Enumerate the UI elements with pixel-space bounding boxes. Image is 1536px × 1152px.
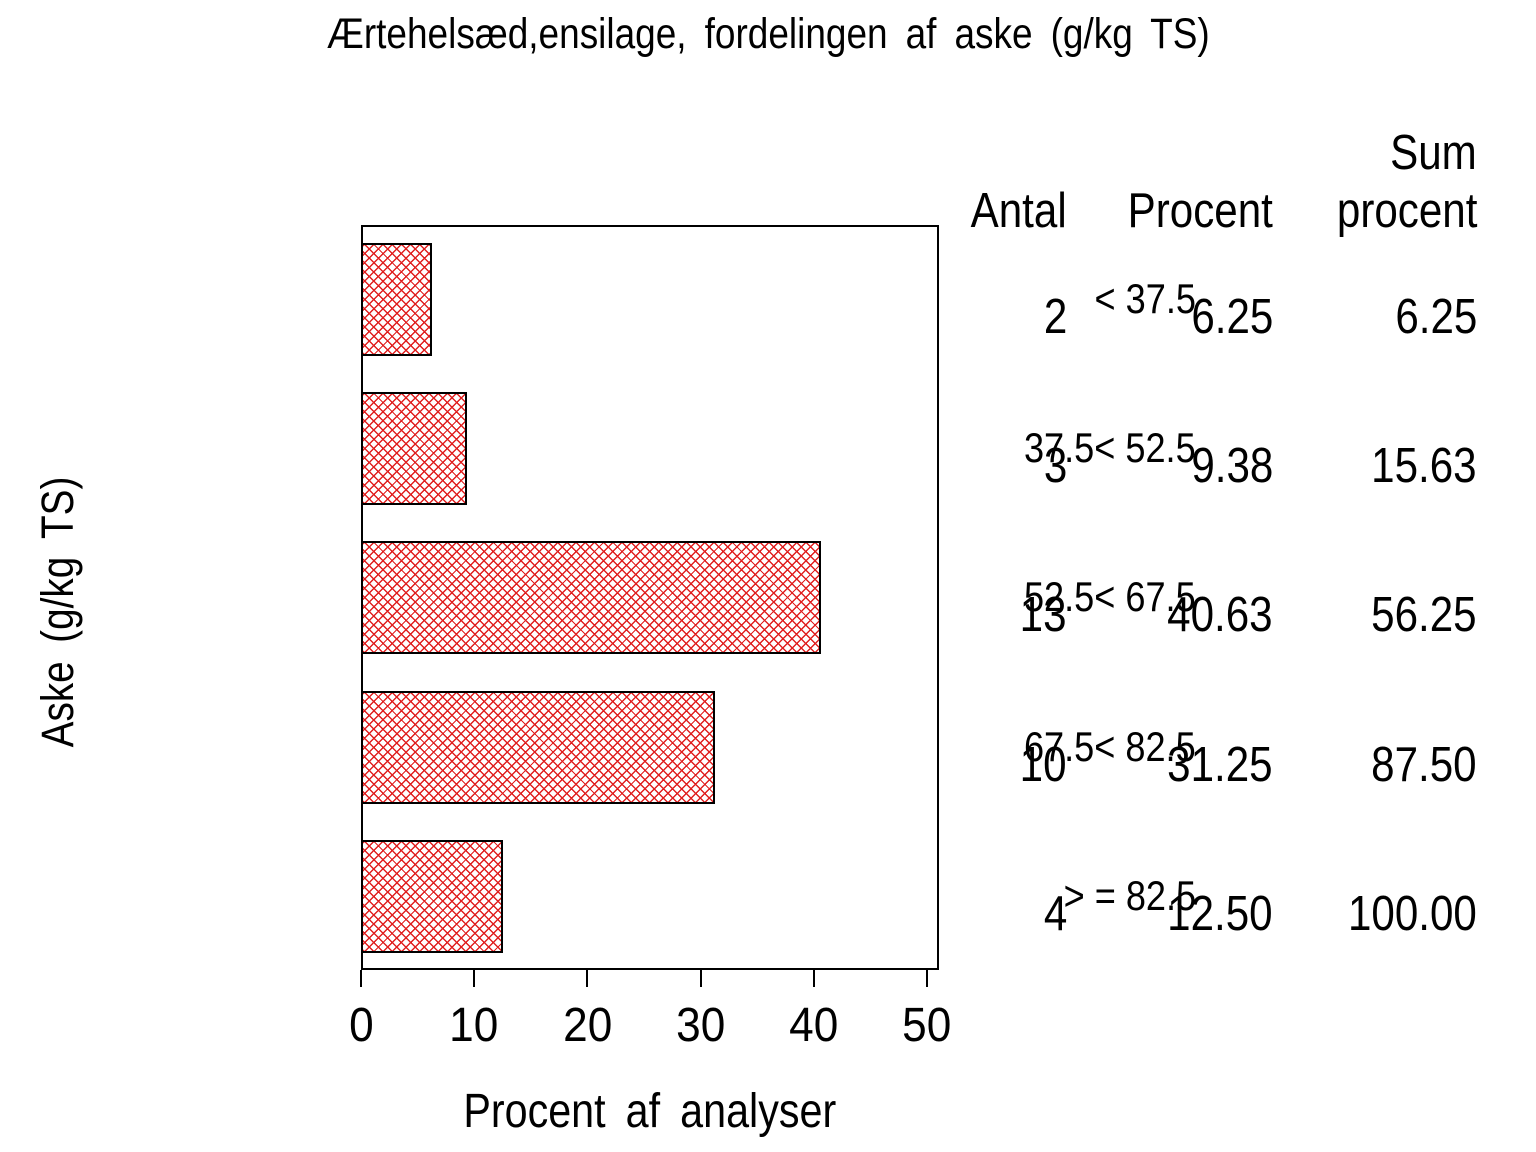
- table-cell-text: 100.00: [1348, 887, 1477, 941]
- x-axis-title-text: Procent af analyser: [463, 1085, 837, 1138]
- table-cell-text: 9.38: [1190, 439, 1273, 493]
- x-tick-mark: [699, 970, 702, 987]
- table-cell-sum: 56.25: [1197, 585, 1477, 645]
- table-cell-text: 15.63: [1371, 439, 1477, 493]
- table-cell-sum: 100.00: [1197, 884, 1477, 944]
- table-cell-sum: 6.25: [1197, 287, 1477, 347]
- x-tick-label: 30: [631, 998, 771, 1054]
- table-cell-procent: 12.50: [993, 884, 1273, 944]
- table-cell-procent: 40.63: [993, 585, 1273, 645]
- x-tick-label-text: 10: [449, 999, 499, 1052]
- category-label-text: 67.5< 82.5: [1024, 723, 1196, 770]
- category-label-text: 37.5< 52.5: [1024, 424, 1196, 471]
- x-tick-label-text: 0: [348, 999, 374, 1052]
- table-cell-antal: 4: [787, 884, 1067, 944]
- x-tick-label: 20: [517, 998, 657, 1054]
- x-tick-label-text: 20: [562, 999, 612, 1052]
- table-cell-text: 10: [1020, 738, 1067, 792]
- category-label: 67.5< 82.5: [896, 717, 1196, 777]
- table-cell-text: 31.25: [1167, 738, 1273, 792]
- x-tick-label-text: 40: [789, 999, 839, 1052]
- table-cell-text: 12.50: [1167, 887, 1273, 941]
- y-axis-title-text: Aske (g/kg TS): [32, 476, 83, 748]
- table-cell-text: 13: [1020, 588, 1067, 642]
- table-cell-text: 6.25: [1190, 290, 1273, 344]
- column-header-procent: Procent: [1127, 184, 1273, 238]
- table-cell-antal: 2: [787, 287, 1067, 347]
- x-tick-label-text: 50: [902, 999, 952, 1052]
- category-label-text: > = 82.5: [1063, 872, 1196, 919]
- table-cell-antal: 10: [787, 735, 1067, 795]
- category-label: > = 82.5: [896, 866, 1196, 926]
- table-cell-text: 6.25: [1394, 290, 1477, 344]
- bar-52.5< 67.5: [361, 541, 821, 654]
- category-label: < 37.5: [896, 269, 1196, 329]
- bar-< 37.5: [361, 243, 432, 356]
- category-label-text: 52.5< 67.5: [1024, 573, 1196, 620]
- table-cell-text: 3: [1043, 439, 1067, 493]
- x-tick-label-text: 30: [676, 999, 726, 1052]
- table-cell-sum: 15.63: [1197, 436, 1477, 496]
- column-header-sum-line1: Sum: [1390, 126, 1477, 180]
- table-cell-procent: 9.38: [993, 436, 1273, 496]
- column-header-antal: Antal: [970, 184, 1067, 238]
- x-tick-label: 50: [857, 998, 997, 1054]
- table-cell-antal: 3: [787, 436, 1067, 496]
- table-cell-procent: 6.25: [993, 287, 1273, 347]
- x-axis-title: Procent af analyser: [0, 1084, 1300, 1139]
- chart-title-text: Ærtehelsæd,ensilage, fordelingen af aske…: [326, 10, 1210, 58]
- bar-67.5< 82.5: [361, 691, 715, 804]
- x-tick-mark: [586, 970, 589, 987]
- table-cell-text: 87.50: [1371, 738, 1477, 792]
- table-cell-procent: 31.25: [993, 735, 1273, 795]
- x-tick-mark: [926, 970, 928, 987]
- table-cell-text: 40.63: [1167, 588, 1273, 642]
- x-tick-label: 10: [404, 998, 544, 1054]
- x-tick-mark: [473, 970, 476, 987]
- category-label: 37.5< 52.5: [896, 418, 1196, 478]
- table-cell-text: 2: [1043, 290, 1067, 344]
- column-header-sum-line2: procent: [1336, 184, 1477, 238]
- plot-area: [361, 225, 939, 970]
- table-cell-text: 4: [1043, 887, 1067, 941]
- table-cell-antal: 13: [787, 585, 1067, 645]
- bar-> = 82.5: [361, 840, 503, 953]
- bar-37.5< 52.5: [361, 392, 467, 505]
- category-label: 52.5< 67.5: [896, 567, 1196, 627]
- x-tick-label: 40: [744, 998, 884, 1054]
- x-tick-mark: [360, 970, 362, 987]
- chart-title: Ærtehelsæd,ensilage, fordelingen af aske…: [0, 10, 1536, 59]
- table-cell-text: 56.25: [1371, 588, 1477, 642]
- x-tick-label: 0: [291, 998, 431, 1054]
- table-cell-sum: 87.50: [1197, 735, 1477, 795]
- x-tick-mark: [812, 970, 815, 987]
- category-label-text: < 37.5: [1094, 275, 1196, 322]
- y-axis-title: Aske (g/kg TS): [32, 455, 84, 770]
